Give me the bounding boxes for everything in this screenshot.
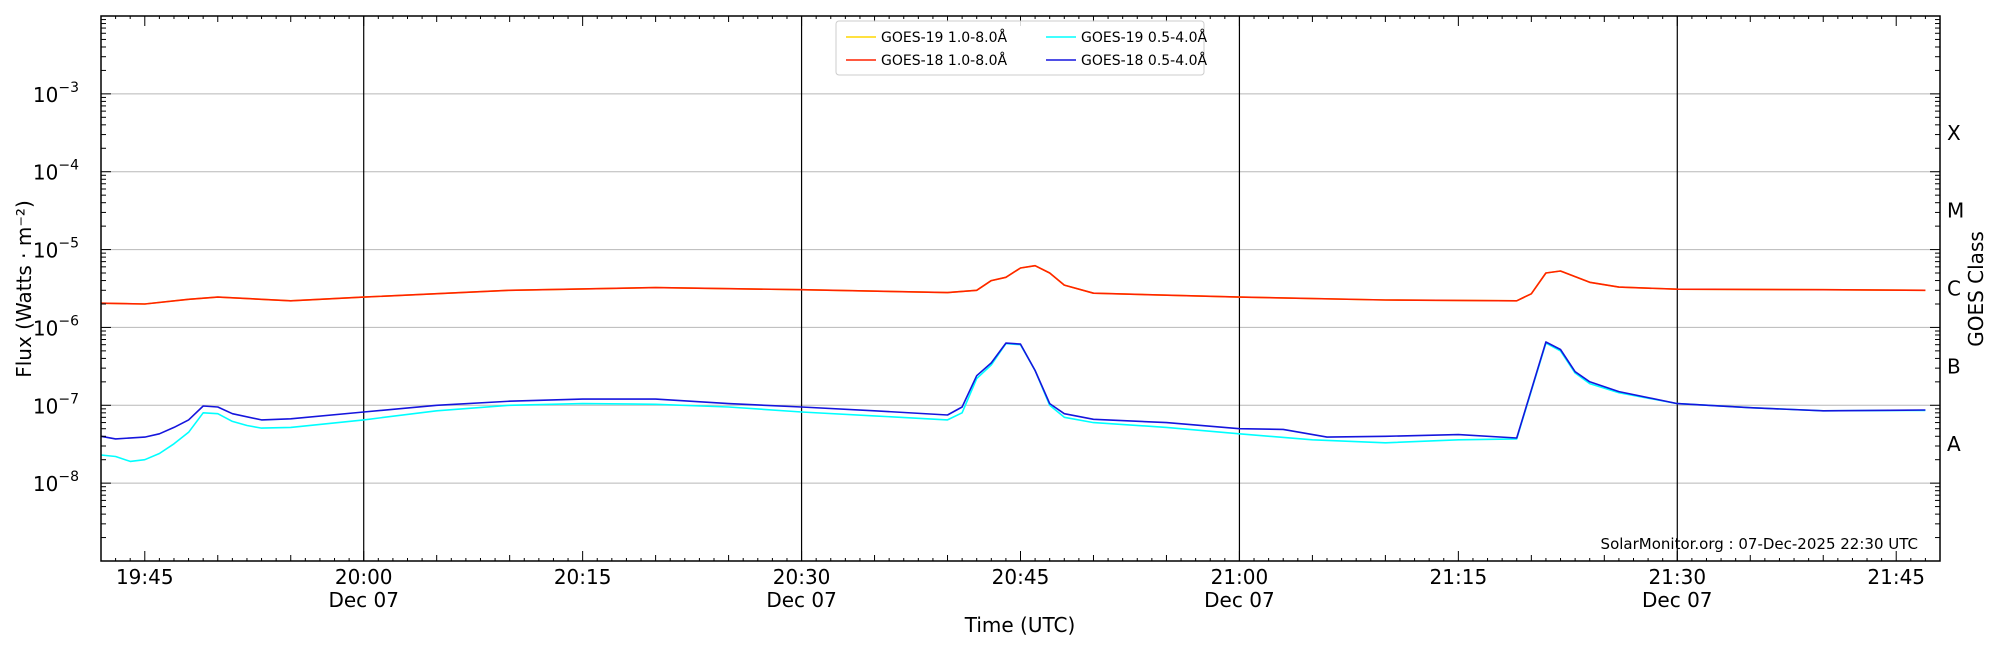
y-tick-label: 10−5 [33, 236, 79, 263]
y-tick-label: 10−7 [33, 391, 79, 418]
x-axis-title: Time (UTC) [964, 613, 1076, 637]
legend-label: GOES-19 0.5-4.0Å [1081, 29, 1207, 46]
x-tick-label: 20:30 [773, 565, 831, 589]
x-tick-label: 20:45 [992, 565, 1050, 589]
y-tick-label: 10−6 [33, 313, 79, 340]
series-line [100, 342, 1926, 463]
goes-class-label: X [1947, 121, 1961, 145]
legend-label: GOES-19 1.0-8.0Å [881, 29, 1007, 46]
grid-layer [101, 93, 1940, 484]
legend-box [835, 20, 1205, 76]
goes-class-label: M [1947, 199, 1964, 223]
x-tick-label: 21:45 [1867, 565, 1925, 589]
y-axis-title: Flux (Watts · m⁻²) [12, 200, 36, 378]
goes-class-label: A [1947, 432, 1961, 456]
series-layer [100, 264, 1926, 463]
legend: GOES-19 1.0-8.0Å GOES-18 1.0-8.0Å GOES-19 … [835, 20, 1207, 76]
x-tick-sublabel: Dec 07 [328, 588, 399, 612]
legend-label: GOES-18 1.0-8.0Å [881, 52, 1007, 69]
x-tick-label: 21:30 [1648, 565, 1706, 589]
series-line [100, 264, 1926, 305]
x-tick-sublabel: Dec 07 [1204, 588, 1275, 612]
goes-class-label: C [1947, 277, 1961, 301]
credit-text: SolarMonitor.org : 07-Dec-2025 22:30 UTC [1601, 535, 1918, 553]
day-lines [363, 16, 1678, 561]
x-tick-sublabel: Dec 07 [1642, 588, 1713, 612]
right-axis-title: GOES Class [1964, 231, 1988, 347]
y-tick-label: 10−3 [33, 80, 79, 107]
x-tick-label: 19:45 [116, 565, 174, 589]
x-tick-label: 20:15 [554, 565, 612, 589]
y-tick-label: 10−4 [33, 158, 79, 185]
x-tick-label: 21:15 [1430, 565, 1488, 589]
goes-class-label: B [1947, 354, 1961, 378]
series-line [100, 341, 1926, 440]
y-tick-label: 10−8 [33, 469, 79, 496]
legend-label: GOES-18 0.5-4.0Å [1081, 52, 1207, 69]
x-tick-label: 20:00 [335, 565, 393, 589]
series-line [100, 264, 1926, 305]
x-tick-sublabel: Dec 07 [766, 588, 837, 612]
x-tick-label: 21:00 [1211, 565, 1269, 589]
